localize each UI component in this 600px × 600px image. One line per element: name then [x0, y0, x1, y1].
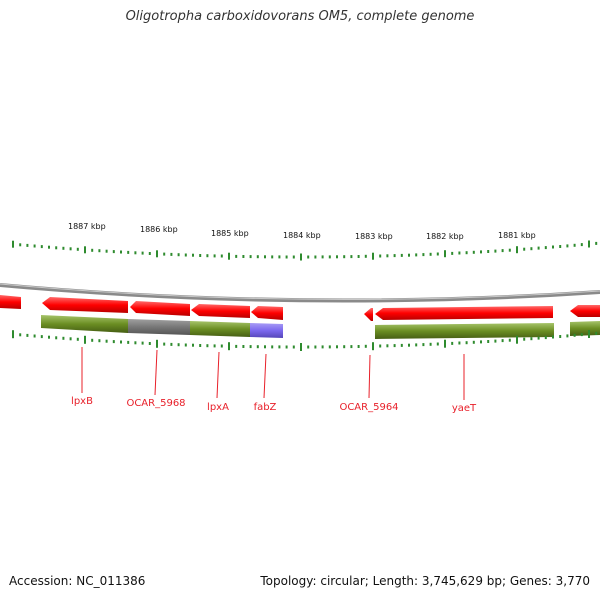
gene-feature-fabZ[interactable] [250, 323, 283, 338]
gene-feature-yaeT[interactable] [375, 323, 554, 339]
kbp-label-1881: 1881 kbp [498, 231, 536, 240]
gene-feature-OCAR_5968[interactable] [128, 319, 190, 335]
cds-feature-fabZ[interactable] [251, 306, 283, 320]
kbp-label-1882: 1882 kbp [426, 232, 464, 241]
kbp-label-1883: 1883 kbp [355, 232, 393, 241]
cds-feature-OCAR_5968[interactable] [130, 301, 190, 316]
gene-label-OCAR_5964[interactable]: OCAR_5964 [339, 402, 398, 413]
gene-track [41, 315, 600, 339]
genome-backbone-highlight [0, 283, 600, 301]
gene-label-lpxA[interactable]: lpxA [207, 402, 229, 413]
gene-label-fabZ[interactable]: fabZ [254, 402, 277, 413]
genome-backbone [0, 283, 600, 303]
map-title: Oligotropha carboxidovorans OM5, complet… [125, 9, 475, 24]
gene-feature-lpxA[interactable] [190, 321, 250, 337]
accession-text: Accession: NC_011386 [9, 574, 146, 588]
label-leaders [81, 347, 465, 400]
gene-feature-lpxB[interactable] [41, 315, 128, 333]
genome-summary-text: Topology: circular; Length: 3,745,629 bp… [260, 574, 590, 588]
kbp-label-1885: 1885 kbp [211, 229, 249, 238]
lower-tick-row [12, 330, 598, 351]
gene-label-lpxB[interactable]: lpxB [71, 396, 93, 407]
gene-feature[interactable] [570, 321, 600, 336]
kbp-label-1886: 1886 kbp [140, 225, 178, 234]
gene-label-yaeT[interactable]: yaeT [452, 403, 477, 414]
cds-feature-OCAR_5964[interactable] [364, 308, 373, 321]
cds-feature-lpxB[interactable] [42, 297, 128, 313]
cds-feature-lpxA[interactable] [191, 304, 250, 318]
kbp-label-1884: 1884 kbp [283, 231, 321, 240]
cds-feature[interactable] [570, 305, 600, 317]
cds-feature[interactable] [0, 295, 21, 309]
cds-track [0, 295, 600, 321]
gene-label-OCAR_5968[interactable]: OCAR_5968 [126, 398, 185, 409]
upper-tick-row [12, 240, 598, 261]
kbp-label-1887: 1887 kbp [68, 222, 106, 231]
cds-feature-yaeT[interactable] [375, 306, 553, 320]
